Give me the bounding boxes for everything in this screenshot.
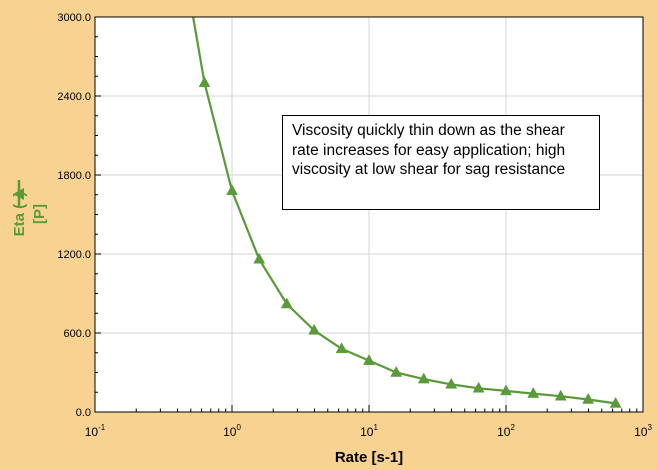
x-tick-label: 102 [497,423,515,439]
x-tick-label: 101 [360,423,378,439]
annotation-box: Viscosity quickly thin down as the shear… [282,115,600,210]
data-point-marker [500,384,512,396]
data-point-marker [582,392,595,404]
y-tick-label: 0.0 [76,407,91,419]
y-axis-legend-marker [13,180,24,208]
data-point-marker [280,297,293,309]
data-point-marker [390,365,403,377]
x-axis-title: Rate [s-1] [335,449,403,466]
data-point-marker [527,387,540,398]
data-point-marker [609,396,622,408]
data-point-marker [226,184,238,196]
axis-ticks: 0.0 600.0 1200.0 1800.0 2400.0 3000.0 10-1 100 1… [57,12,652,439]
data-point-marker [554,389,567,401]
y-tick-label: 2400.0 [57,91,91,103]
y-tick-label: 3000.0 [57,12,91,24]
y-axis-unit: [P] [31,204,48,224]
data-point-marker [253,252,266,264]
data-point-marker [472,381,485,393]
y-tick-label: 600.0 [63,328,91,340]
data-point-marker [198,76,211,88]
series-eta [192,16,622,408]
x-tick-label: 103 [634,423,652,439]
x-tick-label: 10-1 [85,423,106,439]
data-point-marker [417,372,430,384]
data-point-marker [308,323,321,335]
y-tick-label: 1200.0 [57,249,91,261]
data-point-marker [363,354,375,365]
x-tick-label: 100 [223,423,241,439]
data-point-marker [445,377,458,389]
y-tick-label: 1800.0 [57,170,91,182]
data-point-marker [335,342,348,354]
y-axis-title-label: Eta ( [11,204,28,237]
